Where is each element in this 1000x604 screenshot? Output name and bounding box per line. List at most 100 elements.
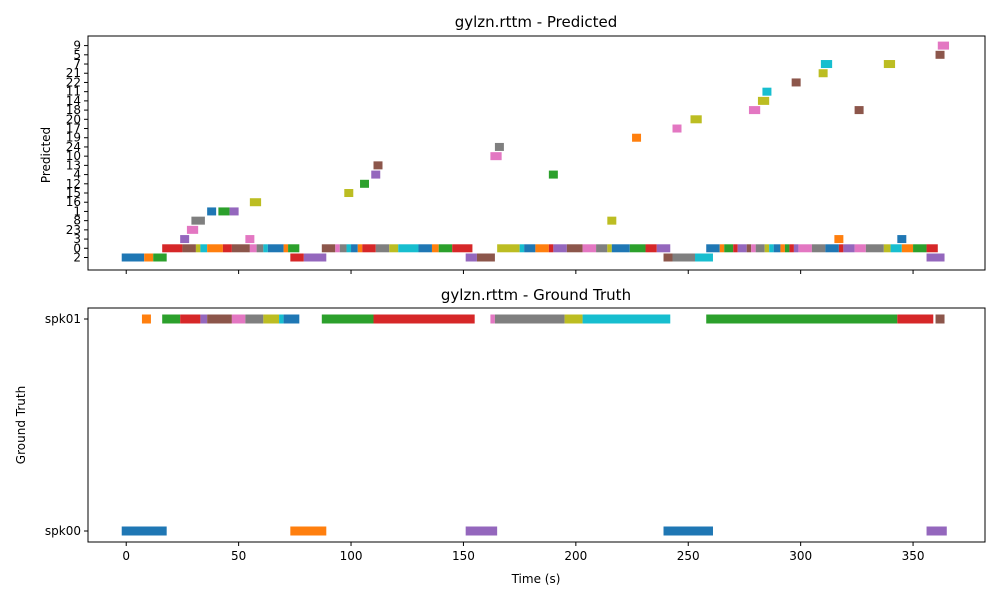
predicted-segment-2	[153, 253, 167, 262]
ground-truth-segment-spk01	[263, 314, 280, 324]
predicted-segment-13	[373, 161, 383, 170]
ground-truth-x-tick-label: 300	[789, 549, 812, 563]
predicted-segment-23	[186, 225, 199, 234]
predicted-segment-0	[335, 244, 340, 253]
predicted-segment-0	[607, 244, 612, 253]
predicted-y-tick-label: 17	[66, 122, 81, 136]
predicted-segment-0	[793, 244, 799, 253]
predicted-segment-0	[524, 244, 536, 253]
predicted-segment-0	[883, 244, 891, 253]
predicted-segment-0	[222, 244, 232, 253]
ground-truth-segment-spk00	[465, 526, 498, 536]
ground-truth-segment-spk01	[279, 314, 284, 324]
predicted-segment-0	[452, 244, 473, 253]
ground-truth-segment-spk00	[121, 526, 167, 536]
predicted-segment-0	[596, 244, 608, 253]
ground-truth-segment-spk01	[490, 314, 495, 324]
predicted-segment-0	[843, 244, 855, 253]
predicted-segment-0	[195, 244, 201, 253]
predicted-y-tick-label: 3	[73, 232, 81, 246]
ground-truth-segment-spk01	[706, 314, 898, 324]
predicted-segment-2	[926, 253, 945, 262]
predicted-y-tick-label: 1	[73, 204, 81, 218]
ground-truth-segment-spk00	[926, 526, 947, 536]
predicted-segment-16	[249, 198, 262, 207]
predicted-segment-5	[935, 50, 945, 59]
predicted-segment-15	[344, 189, 354, 198]
ground-truth-segment-spk00	[290, 526, 327, 536]
predicted-y-tick-label: 8	[73, 214, 81, 228]
x-axis-label: Time (s)	[511, 572, 561, 586]
predicted-segment-0	[519, 244, 525, 253]
predicted-segment-18	[748, 106, 761, 115]
predicted-segment-18	[854, 106, 864, 115]
predicted-segment-0	[582, 244, 597, 253]
predicted-segment-0	[737, 244, 747, 253]
predicted-segments	[121, 41, 950, 262]
ground-truth-x-tick-label: 250	[677, 549, 700, 563]
ground-truth-axes-frame	[87, 307, 986, 543]
ground-truth-segment-spk01	[245, 314, 264, 324]
ground-truth-x-tick-label: 50	[231, 549, 246, 563]
predicted-segment-7	[883, 60, 896, 69]
predicted-segment-0	[398, 244, 419, 253]
ground-truth-segment-spk01	[321, 314, 374, 324]
predicted-segment-0	[629, 244, 646, 253]
predicted-segment-4	[371, 170, 381, 179]
ground-truth-panel: gylzn.rttm - Ground Truth Ground Truth s…	[14, 286, 986, 586]
predicted-segment-0	[751, 244, 756, 253]
ground-truth-segment-spk01	[494, 314, 565, 324]
predicted-segment-0	[321, 244, 336, 253]
predicted-segment-0	[431, 244, 439, 253]
predicted-segment-0	[926, 244, 938, 253]
ground-truth-y-ticks: spk00 spk01	[45, 312, 88, 538]
predicted-segment-0	[769, 244, 774, 253]
predicted-segment-0	[283, 244, 289, 253]
ground-truth-y-tick-label: spk01	[45, 312, 81, 326]
ground-truth-ylabel: Ground Truth	[14, 386, 28, 464]
predicted-y-tick-label: 24	[66, 140, 81, 154]
ground-truth-segment-spk01	[231, 314, 246, 324]
ground-truth-title: gylzn.rttm - Ground Truth	[441, 286, 631, 304]
predicted-y-tick-label: 18	[66, 103, 81, 117]
predicted-x-ticks	[125, 270, 914, 274]
ground-truth-segment-spk01	[564, 314, 583, 324]
predicted-segment-0	[351, 244, 358, 253]
predicted-axes-frame	[87, 35, 986, 271]
predicted-panel: gylzn.rttm - Predicted Predicted 2032381…	[39, 13, 986, 274]
predicted-segment-24	[494, 142, 504, 151]
predicted-segment-0	[288, 244, 300, 253]
predicted-y-tick-label: 7	[73, 57, 81, 71]
predicted-segment-0	[746, 244, 752, 253]
ground-truth-x-tick-label: 350	[902, 549, 925, 563]
predicted-segment-0	[357, 244, 363, 253]
predicted-segment-17	[672, 124, 682, 133]
predicted-y-tick-label: 13	[66, 158, 81, 172]
predicted-segment-2	[303, 253, 327, 262]
predicted-segment-0	[913, 244, 927, 253]
predicted-title: gylzn.rttm - Predicted	[455, 13, 618, 31]
predicted-segment-0	[890, 244, 902, 253]
predicted-segment-7	[820, 60, 833, 69]
predicted-segment-1	[229, 207, 239, 216]
ground-truth-segment-spk01	[897, 314, 934, 324]
predicted-segment-0	[611, 244, 630, 253]
predicted-segment-0	[784, 244, 790, 253]
ground-truth-segment-spk01	[935, 314, 945, 324]
predicted-segment-0	[724, 244, 734, 253]
predicted-segment-0	[733, 244, 738, 253]
predicted-y-tick-label: 10	[66, 149, 81, 163]
predicted-y-tick-label: 16	[66, 195, 81, 209]
predicted-segment-0	[231, 244, 250, 253]
ground-truth-segments	[121, 314, 947, 536]
ground-truth-x-tick-label: 100	[340, 549, 363, 563]
predicted-segment-22	[791, 78, 801, 87]
predicted-segment-0	[162, 244, 183, 253]
predicted-segment-0	[497, 244, 520, 253]
ground-truth-x-tick-label: 0	[122, 549, 130, 563]
ground-truth-segment-spk01	[180, 314, 201, 324]
predicted-segment-3	[180, 235, 190, 244]
predicted-y-tick-label: 23	[66, 223, 81, 237]
